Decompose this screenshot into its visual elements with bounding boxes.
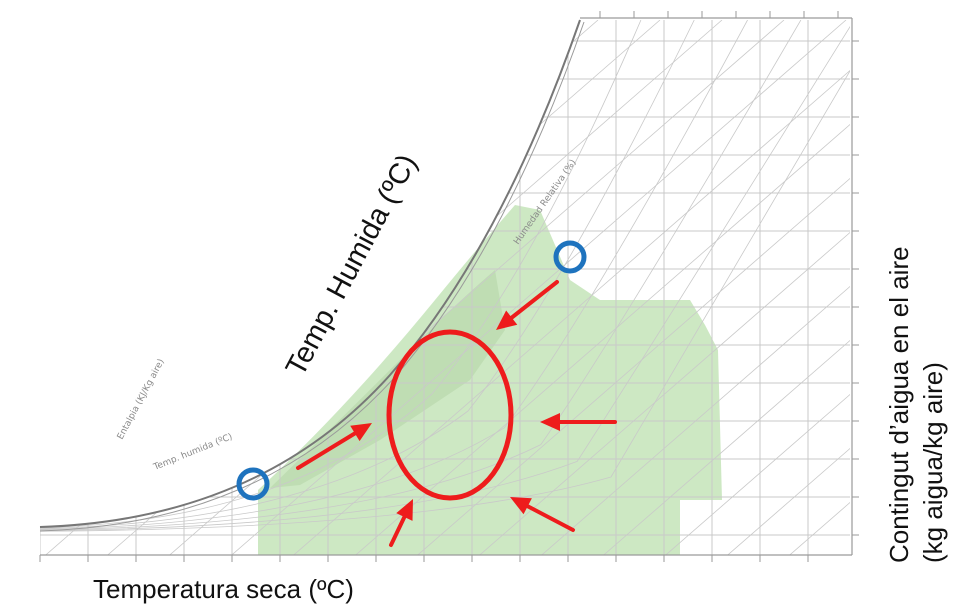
saturation-curve — [39, 19, 581, 528]
arrow-from-right — [540, 413, 617, 431]
relative-humidity-curve — [40, 20, 695, 529]
relative-humidity-curve — [40, 20, 850, 531]
wet-bulb-gridline — [535, 20, 850, 555]
arrow-from-bottom-right — [510, 497, 575, 532]
arrow-from-bottom-left — [389, 499, 413, 547]
wet-bulb-gridline — [659, 20, 850, 555]
dry-bulb-ticks — [39, 555, 809, 562]
state-point-high-circle — [553, 240, 587, 274]
relative-humidity-curve — [40, 20, 802, 531]
wet-bulb-gridline — [473, 20, 850, 555]
wet-bulb-gridline — [40, 20, 289, 555]
wet-bulb-gridline — [411, 20, 850, 555]
arrow-from-low-point — [296, 423, 372, 470]
dry-bulb-temperature-label: Temperatura seca (ºC) — [93, 574, 354, 604]
relative-humidity-curve — [40, 20, 642, 529]
top-ticks — [599, 11, 839, 18]
state-point-low-circle — [236, 467, 270, 501]
target-zone-ellipse — [386, 329, 514, 501]
relative-humidity-curves — [40, 20, 850, 532]
arrow-from-high-point — [496, 280, 559, 330]
humidity-ratio-units-label: (kg aigua/kg aire) — [918, 362, 948, 563]
relative-humidity-curve — [40, 20, 850, 532]
humidity-ratio-label: Contingut d’aigua en el aire — [884, 246, 914, 563]
wet-bulb-gridline — [287, 20, 850, 555]
enthalpy-label: Entalpia (KJ/Kg aire) — [116, 358, 167, 442]
wet-bulb-gridline — [225, 20, 847, 555]
relative-humidity-curve — [40, 20, 748, 530]
humidity-ticks — [852, 40, 859, 536]
wet-bulb-gridline — [349, 20, 850, 555]
plot-frame — [40, 17, 853, 556]
wet-bulb-gridline — [597, 20, 850, 555]
wet-bulb-small-label: Temp. humida (ºC) — [151, 432, 234, 473]
wet-bulb-gridline — [721, 20, 850, 555]
arrows — [296, 280, 617, 547]
